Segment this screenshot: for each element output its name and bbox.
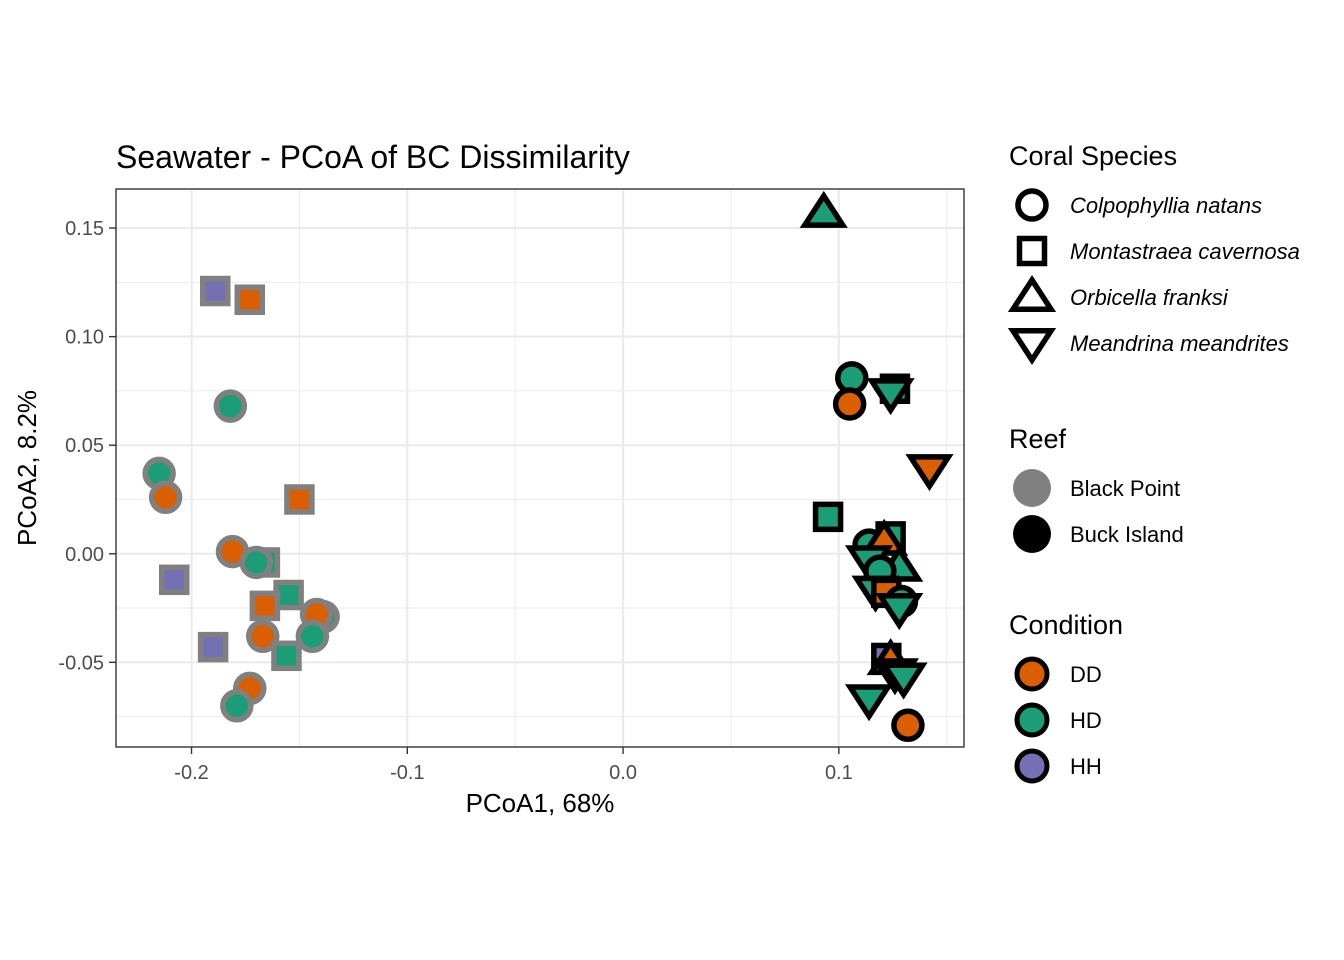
data-point-triangle — [799, 190, 848, 228]
legend-title: Reef — [1009, 424, 1067, 454]
legend-label: Montastraea cavernosa — [1070, 239, 1300, 264]
data-point-circle — [295, 619, 330, 654]
y-tick-label: -0.05 — [58, 652, 104, 674]
data-point-square — [812, 501, 844, 533]
legends: Coral Species Colpophyllia natans Montastr… — [1007, 141, 1300, 784]
y-axis-title: PCoA2, 8.2% — [12, 390, 42, 546]
x-axis-title: PCoA1, 68% — [466, 788, 615, 818]
data-point-triangle-down — [879, 662, 928, 700]
legend-label: DD — [1070, 662, 1102, 687]
data-point-circle — [245, 619, 280, 654]
plot-panel — [115, 188, 965, 748]
x-tick-label: 0.0 — [609, 762, 637, 784]
data-point-square — [271, 640, 302, 672]
data-point-square — [249, 590, 281, 622]
legend-key-square — [1016, 235, 1048, 267]
legend-label: Black Point — [1070, 476, 1180, 501]
data-point-square — [284, 484, 315, 515]
data-point-square — [197, 631, 229, 663]
x-tick-label: -0.2 — [174, 762, 208, 784]
y-tick-label: 0.00 — [65, 544, 104, 566]
y-tick-label: 0.15 — [65, 218, 104, 240]
data-point-circle — [891, 708, 925, 743]
y-tick-label: 0.05 — [65, 435, 104, 457]
data-point-triangle-down — [866, 378, 915, 416]
legend-title: Coral Species — [1009, 141, 1177, 171]
data-points — [142, 190, 954, 743]
legend-label: HD — [1070, 708, 1102, 733]
data-point-square — [200, 275, 231, 307]
data-point-triangle-down — [844, 684, 894, 722]
legend-key-triangle-down — [1007, 328, 1057, 366]
data-point-triangle-down — [875, 593, 924, 631]
data-point-circle — [148, 480, 183, 515]
legend-key-reef — [1013, 469, 1051, 507]
y-tick-label: 0.10 — [65, 327, 104, 349]
legend-label: Orbicella franksi — [1070, 285, 1229, 310]
data-point-square — [234, 284, 266, 315]
legend-title: Condition — [1009, 610, 1123, 640]
legend-key-reef — [1013, 515, 1051, 553]
data-point-circle — [832, 387, 867, 421]
panel-border — [115, 188, 965, 748]
data-point-square — [159, 564, 190, 596]
legend-label: Colpophyllia natans — [1070, 193, 1262, 218]
x-axis-ticks: -0.2 -0.1 0.0 0.1 — [174, 747, 853, 784]
legend-key-triangle — [1007, 274, 1057, 312]
legend-key-circle — [1015, 188, 1049, 222]
data-point-circle — [220, 688, 254, 723]
legend-label: Buck Island — [1070, 522, 1184, 547]
legend-label: Meandrina meandrites — [1070, 331, 1289, 356]
legend-key-condition — [1014, 656, 1050, 692]
y-axis-ticks: -0.05 0.00 0.05 0.10 0.15 — [58, 218, 116, 674]
data-point-circle — [213, 389, 248, 423]
legend-key-condition — [1014, 702, 1050, 738]
x-tick-label: 0.1 — [825, 762, 853, 784]
data-point-triangle-down — [905, 454, 954, 492]
legend-label: HH — [1070, 754, 1102, 779]
legend-key-condition — [1014, 748, 1050, 784]
x-tick-label: -0.1 — [390, 762, 424, 784]
data-point-circle — [239, 545, 274, 580]
chart-title: Seawater - PCoA of BC Dissimilarity — [116, 139, 630, 175]
